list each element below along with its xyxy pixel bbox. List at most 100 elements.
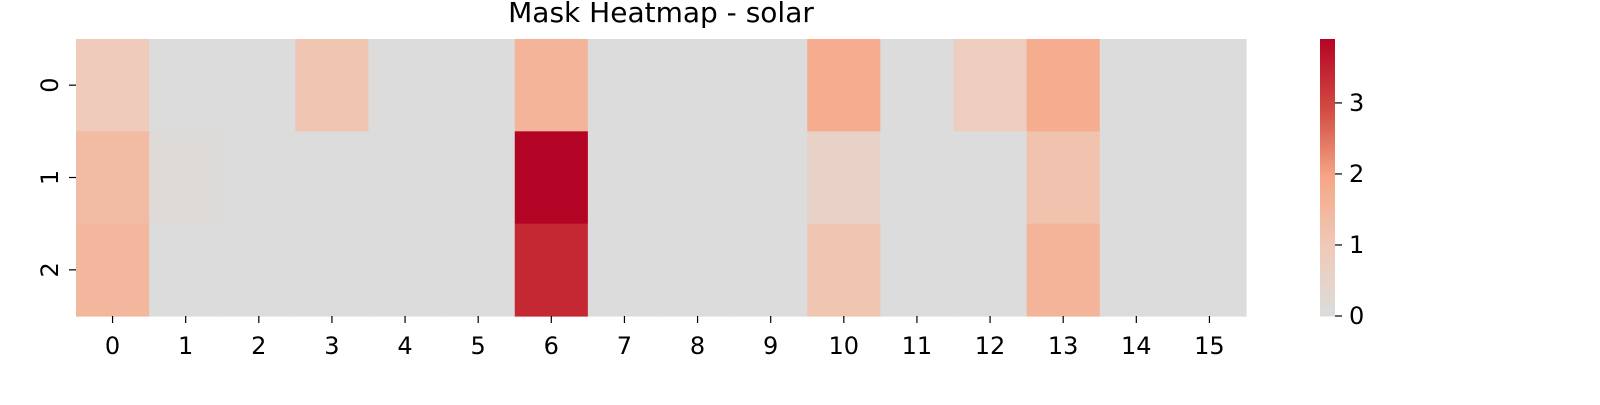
colorbar-segment (1320, 129, 1335, 132)
colorbar: 0 1 2 3 (1320, 39, 1364, 330)
colorbar-segment (1320, 140, 1335, 144)
colorbar-segment (1320, 195, 1335, 199)
colorbar-segment (1320, 94, 1335, 98)
heatmap-cell-r0-c1 (149, 39, 223, 132)
x-axis: 0 1 2 3 4 5 6 7 8 9 10 11 12 13 14 15 (105, 316, 1225, 360)
colorbar-segment (1320, 73, 1335, 77)
colorbar-segment (1320, 212, 1335, 215)
colorbar-segment (1320, 279, 1335, 282)
x-tick-label: 12 (975, 332, 1006, 360)
colorbar-segment (1320, 242, 1335, 245)
heatmap-cell-r2-c8 (661, 223, 735, 317)
colorbar-segment (1320, 216, 1335, 220)
colorbar-segment (1320, 99, 1335, 102)
colorbar-segment (1320, 168, 1335, 172)
colorbar-segment (1320, 105, 1335, 109)
colorbar-segment (1320, 207, 1335, 211)
colorbar-segment (1320, 101, 1335, 105)
colorbar-segment (1320, 145, 1335, 148)
colorbar-segment (1320, 249, 1335, 252)
x-tick-label: 4 (397, 332, 412, 360)
heatmap-cell-r0-c10 (807, 39, 881, 132)
colorbar-segment (1320, 48, 1335, 52)
colorbar-segment (1320, 198, 1335, 202)
colorbar-segment (1320, 179, 1335, 183)
colorbar-segment (1320, 306, 1335, 310)
colorbar-segment (1320, 39, 1335, 42)
colorbar-segment (1320, 258, 1335, 262)
heatmap-cells (76, 39, 1247, 317)
heatmap-cell-r2-c7 (587, 223, 662, 317)
colorbar-segment (1320, 103, 1335, 107)
colorbar-segment (1320, 304, 1335, 308)
colorbar-segment (1320, 299, 1335, 303)
y-tick-label: 2 (36, 262, 64, 277)
colorbar-segment (1320, 119, 1335, 123)
heatmap-cell-r0-c9 (734, 39, 808, 132)
colorbar-segment (1320, 149, 1335, 153)
colorbar-segment (1320, 117, 1335, 121)
colorbar-segment (1320, 202, 1335, 206)
colorbar-segment (1320, 50, 1335, 54)
colorbar-tick-label: 3 (1349, 89, 1364, 117)
heatmap-cell-r2-c9 (734, 223, 808, 317)
heatmap-cell-r1-c6 (514, 131, 589, 225)
x-tick-label: 15 (1194, 332, 1225, 360)
colorbar-segment (1320, 108, 1335, 112)
colorbar-segment (1320, 200, 1335, 204)
colorbar-segment (1320, 138, 1335, 142)
heatmap-cell-r2-c10 (807, 223, 881, 317)
colorbar-segment (1320, 59, 1335, 63)
colorbar-segment (1320, 87, 1335, 91)
colorbar-segment (1320, 193, 1335, 197)
colorbar-segment (1320, 265, 1335, 269)
colorbar-segment (1320, 133, 1335, 137)
colorbar-segment (1320, 189, 1335, 192)
colorbar-segment (1320, 223, 1335, 227)
colorbar-segment (1320, 75, 1335, 79)
colorbar-segment (1320, 142, 1335, 146)
colorbar-segment (1320, 191, 1335, 195)
colorbar-segment (1320, 186, 1335, 190)
colorbar-segment (1320, 122, 1335, 125)
colorbar-segment (1320, 283, 1335, 287)
colorbar-segment (1320, 276, 1335, 280)
colorbar-segment (1320, 309, 1335, 312)
y-tick-label: 0 (36, 78, 64, 93)
colorbar-segment (1320, 126, 1335, 130)
heatmap-cell-r0-c14 (1099, 39, 1174, 132)
colorbar-segment (1320, 154, 1335, 158)
colorbar-segment (1320, 237, 1335, 241)
heatmap-cell-r1-c1 (149, 131, 223, 225)
heatmap-cell-r1-c7 (587, 131, 662, 225)
colorbar-segment (1320, 219, 1335, 222)
colorbar-segment (1320, 115, 1335, 118)
colorbar-segment (1320, 292, 1335, 296)
x-tick-label: 9 (763, 332, 778, 360)
heatmap-cell-r1-c14 (1099, 131, 1174, 225)
colorbar-segment (1320, 92, 1335, 95)
colorbar-segment (1320, 52, 1335, 56)
colorbar-segment (1320, 288, 1335, 292)
x-tick-label: 2 (251, 332, 266, 360)
heatmap-cell-r2-c13 (1026, 223, 1101, 317)
colorbar-segment (1320, 228, 1335, 232)
colorbar-segment (1320, 251, 1335, 255)
colorbar-segment (1320, 269, 1335, 273)
colorbar-segment (1320, 285, 1335, 289)
x-tick-label: 6 (544, 332, 559, 360)
colorbar-segment (1320, 62, 1335, 65)
colorbar-segment (1320, 290, 1335, 294)
colorbar-tick-label: 0 (1349, 302, 1364, 330)
heatmap-cell-r2-c4 (368, 223, 443, 317)
colorbar-segment (1320, 124, 1335, 128)
colorbar-segment (1320, 43, 1335, 47)
colorbar-segment (1320, 78, 1335, 82)
colorbar-segment (1320, 41, 1335, 45)
heatmap-cell-r0-c0 (76, 39, 150, 132)
colorbar-segment (1320, 274, 1335, 278)
colorbar-segment (1320, 205, 1335, 209)
colorbar-segment (1320, 267, 1335, 271)
colorbar-segment (1320, 175, 1335, 178)
